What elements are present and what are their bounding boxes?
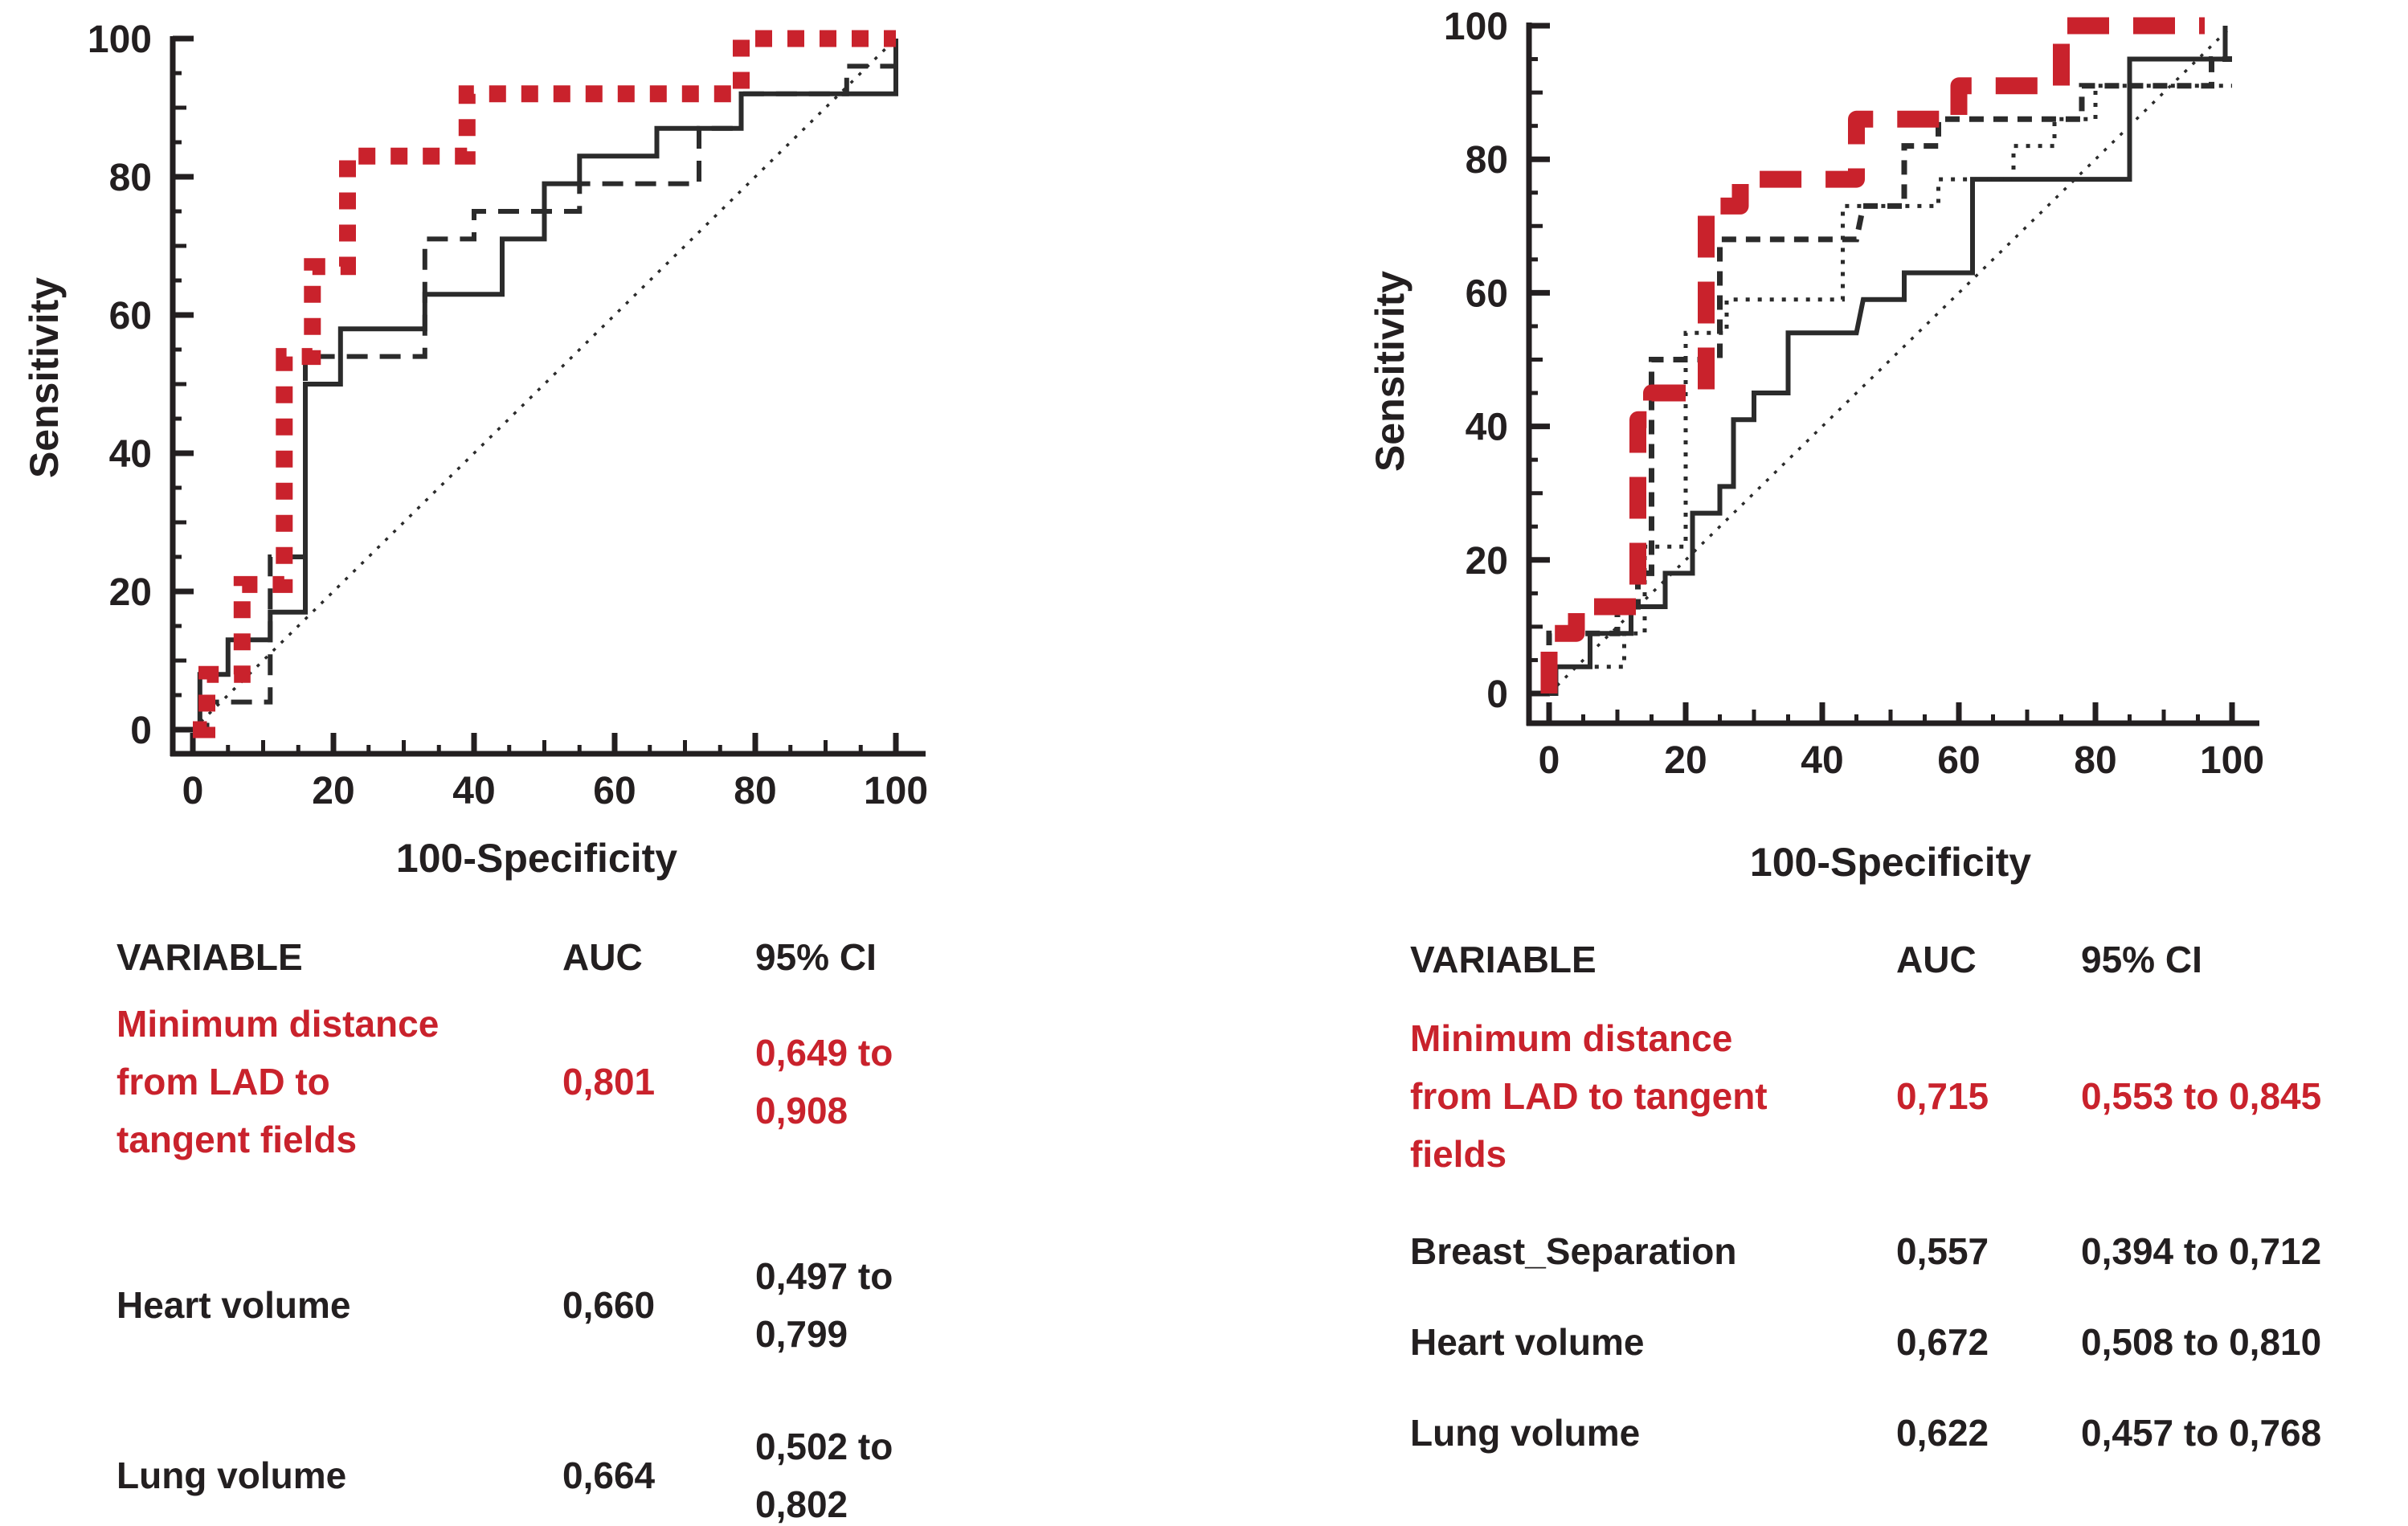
auc-cell: 0,622 [1896, 1412, 1989, 1454]
variable-cell: Breast_Separation [1410, 1230, 1737, 1272]
auc-cell: 0,664 [562, 1454, 656, 1496]
y-axis-title: Sensitivity [22, 277, 67, 478]
y-tick-label: 80 [1466, 139, 1508, 182]
auc-row-heart-volume-right: Heart volume 0,672 0,508 to 0,810 [0, 1313, 2408, 1371]
roc-plot-right: 0 20 40 60 80 100 0 20 40 60 80 100 100-Specificity S… [1368, 6, 2264, 885]
ci-cell: 0,497 to 0,799 [755, 1255, 893, 1355]
auc-cell: 0,660 [562, 1284, 656, 1326]
roc-plot-left: 0 20 40 60 80 100 0 20 40 60 80 100 100-Specificity S… [22, 18, 928, 881]
x-tick-label: 0 [1539, 739, 1560, 782]
variable-cell: Heart volume [1410, 1321, 1645, 1363]
ci-cell: 0,649 to 0,908 [755, 1032, 893, 1131]
ci-cell: 0,508 to 0,810 [2081, 1321, 2322, 1363]
auc-row-heart-volume-left: Heart volume 0,660 0,497 to 0,799 [0, 1236, 2408, 1374]
ci-header: 95% CI [755, 936, 877, 978]
x-tick-label: 40 [1801, 739, 1843, 782]
minimum-distance-from-lad-to-tangent-fields-curve [1540, 17, 2205, 693]
auc-row-min-distance-left: Minimum distance from LAD to tangent fie… [0, 995, 2408, 1168]
y-tick-label: 40 [109, 433, 152, 476]
auc-row-lung-volume-right: Lung volume 0,622 0,457 to 0,768 [0, 1404, 2408, 1462]
y-tick-label: 0 [1486, 673, 1508, 716]
ci-cell: 0,457 to 0,768 [2081, 1412, 2322, 1454]
variable-cell: Lung volume [1410, 1412, 1641, 1454]
y-tick-label: 20 [109, 571, 152, 614]
y-tick-label: 100 [1444, 6, 1508, 48]
x-tick-label: 80 [734, 770, 776, 812]
ci-cell: 0,553 to 0,845 [2081, 1075, 2322, 1117]
auc-cell: 0,672 [1896, 1321, 1989, 1363]
auc-cell: 0,801 [562, 1061, 656, 1103]
y-tick-label: 60 [109, 295, 152, 338]
reference-diagonal-curve [191, 37, 897, 731]
ci-cell: 0,502 to 0,802 [755, 1426, 893, 1525]
auc-row-breast-separation: Breast_Separation 0,557 0,394 to 0,712 [0, 1222, 2408, 1280]
y-tick-label: 100 [88, 18, 152, 61]
y-tick-label: 80 [109, 157, 152, 199]
auc-cell: 0,557 [1896, 1230, 1989, 1272]
y-tick-label: 60 [1466, 272, 1508, 315]
auc-row-lung-volume-left: Lung volume 0,664 0,502 to 0,802 [0, 1406, 2408, 1526]
y-tick-label: 20 [1466, 540, 1508, 583]
auc-table-left-header: VARIABLE AUC 95% CI [0, 932, 2408, 982]
y-tick-label: 0 [130, 710, 152, 752]
variable-header: VARIABLE [117, 936, 303, 978]
variable-header: VARIABLE [1410, 939, 1596, 980]
auc-cell: 0,715 [1896, 1075, 1989, 1117]
black-short-dashed-curve-unlabeled-curve [1546, 56, 2232, 693]
y-tick-label: 40 [1466, 407, 1508, 449]
black-dashed-curve-unlabeled-curve [193, 39, 898, 732]
x-tick-label: 100 [864, 770, 928, 812]
variable-cell: Heart volume [117, 1284, 351, 1326]
ci-cell: 0,394 to 0,712 [2081, 1230, 2322, 1272]
x-tick-label: 40 [452, 770, 495, 812]
auc-header: AUC [562, 936, 643, 978]
x-tick-label: 100 [2200, 739, 2264, 782]
x-tick-label: 60 [593, 770, 636, 812]
variable-cell: Minimum distance from LAD to tangent fie… [117, 1003, 439, 1160]
auc-header: AUC [1896, 939, 1977, 980]
ci-header: 95% CI [2081, 939, 2202, 980]
x-axis-title: 100-Specificity [396, 836, 677, 881]
auc-table-right-header: VARIABLE AUC 95% CI [0, 935, 2408, 984]
variable-cell: Minimum distance from LAD to tangent fie… [1410, 1017, 1768, 1175]
variable-cell: Lung volume [117, 1454, 347, 1496]
x-tick-label: 0 [182, 770, 204, 812]
auc-row-min-distance-right: Minimum distance from LAD to tangent fie… [0, 1009, 2408, 1183]
black-dotted-curve-unlabeled-curve [1547, 84, 2232, 693]
y-axis-title: Sensitivity [1368, 271, 1413, 472]
x-tick-label: 20 [312, 770, 354, 812]
x-tick-label: 20 [1664, 739, 1707, 782]
x-tick-label: 60 [1937, 739, 1980, 782]
x-tick-label: 80 [2074, 739, 2116, 782]
x-axis-title: 100-Specificity [1750, 840, 2031, 885]
